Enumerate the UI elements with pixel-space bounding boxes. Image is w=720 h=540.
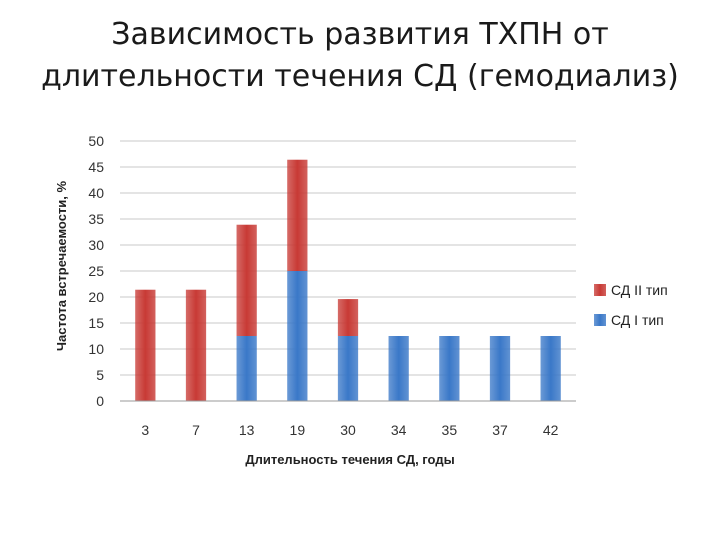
y-tick-label: 25 — [88, 263, 104, 279]
y-tick-label: 5 — [96, 367, 104, 383]
y-tick-label: 50 — [88, 133, 104, 149]
bar-segment — [185, 289, 207, 401]
x-tick-label: 37 — [492, 422, 508, 438]
x-tick-label: 35 — [442, 422, 458, 438]
x-tick-label: 19 — [290, 422, 306, 438]
y-axis-ticks: 0 5 10 15 20 25 30 35 40 45 50 — [88, 133, 104, 409]
y-tick-label: 40 — [88, 185, 104, 201]
y-tick-label: 30 — [88, 237, 104, 253]
y-tick-label: 10 — [88, 341, 104, 357]
x-axis-label: Длительность течения СД, годы — [245, 452, 454, 467]
y-tick-label: 0 — [96, 393, 104, 409]
legend-swatch — [594, 284, 606, 296]
title-line-2: длительности течения СД (гемодиализ) — [41, 59, 679, 94]
y-tick-label: 35 — [88, 211, 104, 227]
y-tick-label: 45 — [88, 159, 104, 175]
bar-segment — [337, 336, 359, 401]
bar-segment — [287, 271, 308, 401]
legend-swatch — [594, 314, 606, 326]
bar-segment — [489, 336, 511, 401]
y-tick-label: 15 — [88, 315, 104, 331]
x-tick-label: 42 — [543, 422, 559, 438]
title-line-1: Зависимость развития ТХПН от — [111, 17, 609, 52]
legend-label: СД II тип — [611, 282, 668, 298]
x-tick-label: 13 — [239, 422, 255, 438]
y-tick-label: 20 — [88, 289, 104, 305]
bar-segment — [287, 159, 308, 271]
x-axis-ticks: 3 7 13 19 30 34 35 37 42 — [141, 422, 558, 438]
bar-segment — [388, 336, 409, 401]
bar-segment — [439, 336, 460, 401]
bar-segment — [236, 224, 257, 336]
y-axis-label: Частота встречаемости, % — [54, 180, 69, 351]
bars — [135, 159, 561, 401]
bar-segment — [135, 289, 156, 401]
slide-title: Зависимость развития ТХПН от длительност… — [0, 14, 720, 98]
legend-label: СД I тип — [611, 312, 664, 328]
x-tick-label: 7 — [192, 422, 200, 438]
x-tick-label: 34 — [391, 422, 407, 438]
legend: СД II тип СД I тип — [594, 282, 668, 328]
bar-segment — [337, 299, 359, 336]
x-tick-label: 3 — [141, 422, 149, 438]
x-tick-label: 30 — [340, 422, 356, 438]
bar-segment — [540, 336, 561, 401]
bar-segment — [236, 336, 257, 401]
